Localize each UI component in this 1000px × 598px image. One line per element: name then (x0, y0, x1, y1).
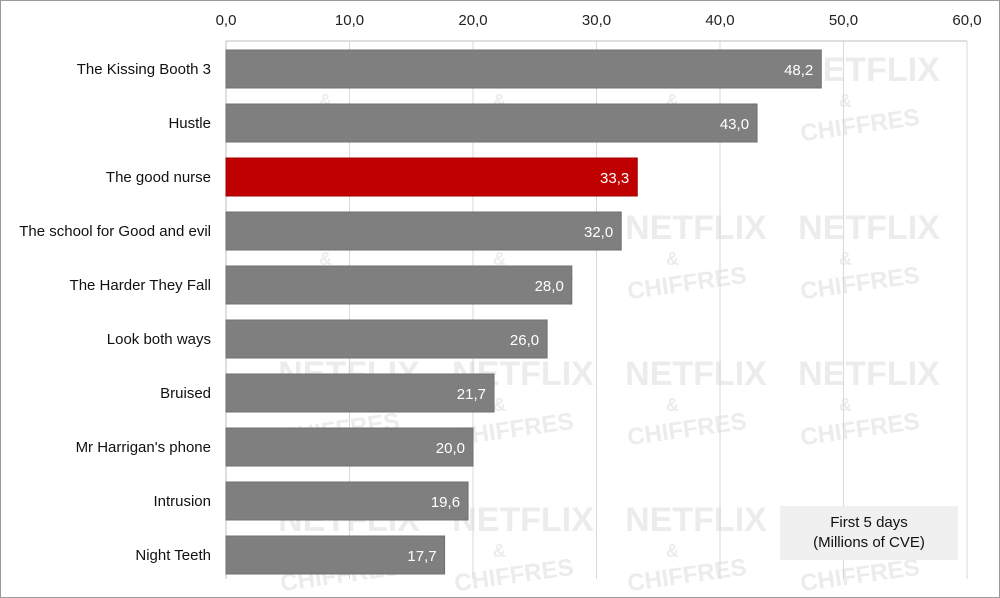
bar (225, 49, 822, 89)
category-label: Bruised (160, 385, 211, 402)
x-tick-label: 10,0 (335, 12, 364, 29)
x-tick-label: 50,0 (829, 12, 858, 29)
data-label: 26,0 (510, 332, 539, 349)
watermark-text: & (493, 541, 506, 561)
category-label: The Kissing Booth 3 (77, 61, 211, 78)
category-label: Look both ways (107, 331, 211, 348)
data-label: 48,2 (784, 62, 813, 79)
bar (225, 373, 495, 413)
annotation-box: First 5 days (Millions of CVE) (780, 506, 958, 560)
x-tick-label: 40,0 (705, 12, 734, 29)
watermark-text: CHIFFRES (799, 408, 922, 451)
x-tick-label: 60,0 (952, 12, 981, 29)
annotation-line-2: (Millions of CVE) (813, 534, 925, 551)
category-label: The good nurse (106, 169, 211, 186)
watermark-text: & (839, 249, 852, 269)
watermark-text: CHIFFRES (626, 554, 749, 597)
watermark-text: NETFLIX (798, 209, 940, 247)
data-label: 28,0 (535, 278, 564, 295)
data-label: 19,6 (431, 494, 460, 511)
watermark-text: & (839, 395, 852, 415)
watermark-text: & (666, 541, 679, 561)
watermark-text: CHIFFRES (799, 262, 922, 305)
bar (225, 319, 548, 359)
x-tick-label: 0,0 (216, 12, 237, 29)
watermark-text: CHIFFRES (626, 262, 749, 305)
watermark-text: NETFLIX (625, 501, 767, 539)
category-label: The school for Good and evil (19, 223, 211, 240)
data-label: 17,7 (407, 548, 436, 565)
watermark-text: CHIFFRES (799, 104, 922, 147)
watermark-text: NETFLIX (798, 355, 940, 393)
bar (225, 427, 474, 467)
watermark-text: & (666, 395, 679, 415)
watermark-text: NETFLIX (625, 355, 767, 393)
bar (225, 103, 758, 143)
category-label: Mr Harrigan's phone (76, 439, 211, 456)
data-label: 32,0 (584, 224, 613, 241)
data-label: 21,7 (457, 386, 486, 403)
bar (225, 535, 446, 575)
data-label: 20,0 (436, 440, 465, 457)
bar (225, 481, 469, 521)
bar (225, 157, 638, 197)
x-tick-label: 20,0 (458, 12, 487, 29)
data-label: 43,0 (720, 116, 749, 133)
data-label: 33,3 (600, 170, 629, 187)
category-label: Night Teeth (135, 547, 211, 564)
watermark-text: & (493, 249, 506, 269)
category-label: Intrusion (153, 493, 211, 510)
watermark-text: & (493, 395, 506, 415)
watermark-text: CHIFFRES (626, 408, 749, 451)
watermark-text: & (839, 91, 852, 111)
watermark-text: NETFLIX (625, 209, 767, 247)
watermark-text: CHIFFRES (453, 554, 576, 597)
category-label: Hustle (168, 115, 211, 132)
category-label: The Harder They Fall (70, 277, 211, 294)
watermark-text: CHIFFRES (799, 554, 922, 597)
bar (225, 265, 573, 305)
watermark-text: & (666, 249, 679, 269)
annotation-line-1: First 5 days (830, 514, 908, 531)
x-tick-label: 30,0 (582, 12, 611, 29)
watermark-text: NETFLIX (798, 51, 940, 89)
watermark-text: & (319, 249, 332, 269)
bar (225, 211, 622, 251)
watermark-text: NETFLIX (452, 501, 594, 539)
